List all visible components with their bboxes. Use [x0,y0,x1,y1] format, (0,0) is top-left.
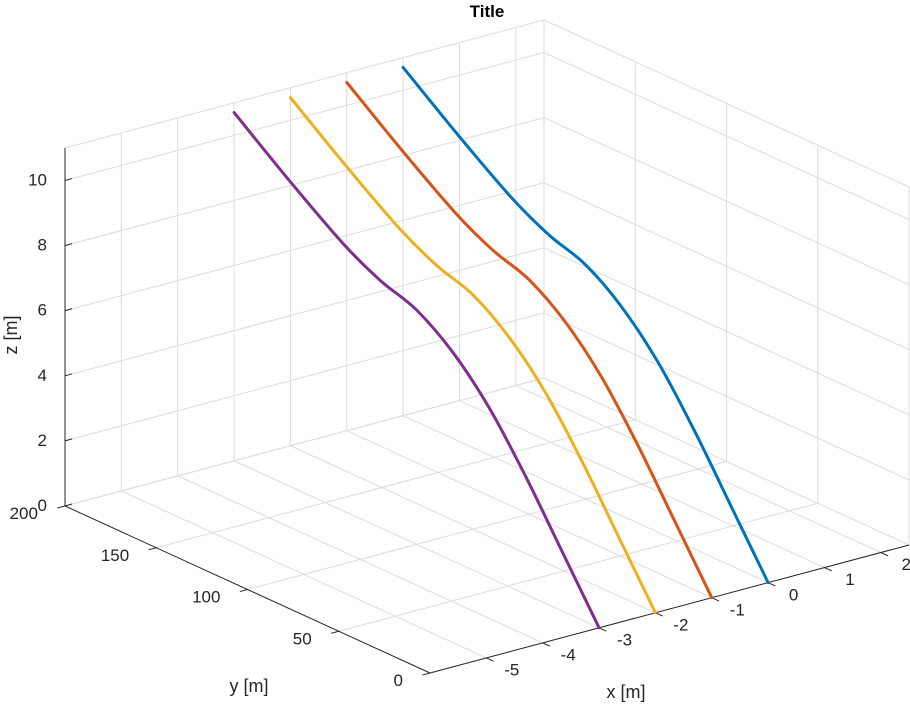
grid-sidewall-z [543,312,910,481]
x-tick-mark [824,567,832,572]
y-tick-mark [330,630,339,634]
z-tick-label: 6 [38,301,47,320]
y-tick-label: 150 [101,546,129,565]
z-tick-mark [64,178,73,182]
y-tick-mark [422,672,431,676]
x-axis-line [429,544,910,674]
x-tick-mark [880,552,889,557]
series-lines [232,65,770,630]
z-tick-mark [64,438,73,442]
z-tick-label: 4 [38,366,47,385]
y-tick-mark [239,589,248,593]
z-tick-mark [64,243,73,247]
grid-backwall-z [64,117,545,247]
series-line-1 [401,65,770,585]
y-tick-label: 50 [293,629,312,648]
grid-sidewall-z [543,377,910,546]
x-tick-label: -5 [504,661,519,680]
y-axis-label: y [m] [230,676,269,696]
x-tick-label: 2 [902,555,910,574]
z-tick-mark [64,308,73,312]
x-tick-mark [486,657,494,662]
x-tick-label: 1 [845,570,854,589]
z-tick-label: 0 [38,496,47,515]
series-line-4 [232,111,601,630]
z-tick-label: 8 [38,236,47,255]
grid-floor-y [156,419,636,549]
series-line-3 [288,96,657,615]
grid-floor-y [338,502,818,632]
grid-lines [64,19,910,674]
grid-backwall-z [64,377,545,507]
grid-sidewall-z [543,52,910,221]
x-tick-label: 0 [789,585,798,604]
x-tick-label: -1 [730,600,745,619]
z-tick-label: 10 [28,171,47,190]
box-edge [543,19,910,188]
chart-title: Title [470,2,505,21]
z-tick-mark [64,373,73,377]
x-axis-label: x [m] [607,682,646,702]
grid-sidewall-z [543,247,910,416]
y-tick-label: 0 [393,671,402,690]
grid-floor-y [247,461,727,590]
grid-backwall-z [64,247,545,377]
x-tick-label: -2 [673,615,688,634]
y-tick-mark [57,505,66,509]
box-edge [64,19,545,149]
series-line-2 [345,81,714,600]
x-tick-mark [542,642,551,647]
y-tick-mark [148,547,157,551]
x-tick-label: -4 [561,646,576,665]
z-tick-mark [64,503,73,507]
y-tick-label: 100 [192,588,220,607]
grid-backwall-z [64,182,545,312]
grid-backwall-z [64,312,545,442]
axes [57,148,910,676]
z-axis-label: z [m] [1,316,21,355]
grid-sidewall-z [543,117,910,286]
grid-sidewall-z [543,182,910,351]
y-tick-label: 200 [10,504,38,523]
z-tick-label: 2 [38,431,47,450]
x-tick-label: -3 [617,630,632,649]
